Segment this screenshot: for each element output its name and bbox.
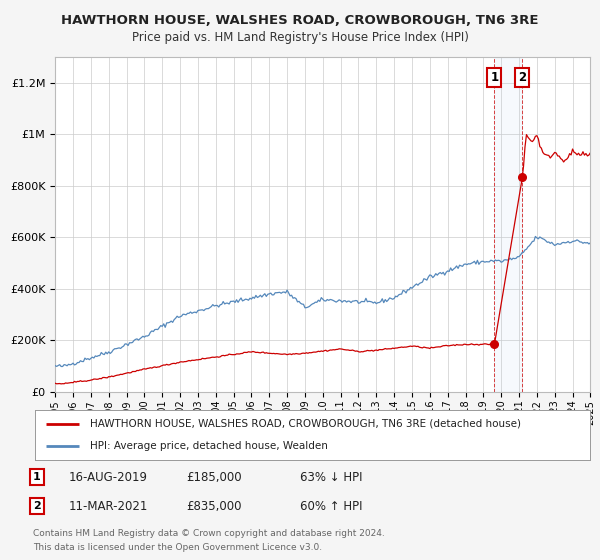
Text: £185,000: £185,000 [186, 470, 242, 484]
Text: 2: 2 [33, 501, 41, 511]
Text: 60% ↑ HPI: 60% ↑ HPI [300, 500, 362, 513]
Text: 16-AUG-2019: 16-AUG-2019 [69, 470, 148, 484]
Text: HAWTHORN HOUSE, WALSHES ROAD, CROWBOROUGH, TN6 3RE: HAWTHORN HOUSE, WALSHES ROAD, CROWBOROUG… [61, 14, 539, 27]
Text: 63% ↓ HPI: 63% ↓ HPI [300, 470, 362, 484]
Text: HAWTHORN HOUSE, WALSHES ROAD, CROWBOROUGH, TN6 3RE (detached house): HAWTHORN HOUSE, WALSHES ROAD, CROWBOROUG… [91, 419, 521, 429]
Text: 1: 1 [33, 472, 41, 482]
Text: Price paid vs. HM Land Registry's House Price Index (HPI): Price paid vs. HM Land Registry's House … [131, 31, 469, 44]
Text: 2: 2 [518, 71, 526, 84]
Text: HPI: Average price, detached house, Wealden: HPI: Average price, detached house, Weal… [91, 441, 328, 451]
Text: This data is licensed under the Open Government Licence v3.0.: This data is licensed under the Open Gov… [33, 543, 322, 552]
Bar [494, 57, 523, 392]
Text: 1: 1 [490, 71, 499, 84]
Text: Contains HM Land Registry data © Crown copyright and database right 2024.: Contains HM Land Registry data © Crown c… [33, 530, 385, 539]
Text: £835,000: £835,000 [186, 500, 241, 513]
Text: 11-MAR-2021: 11-MAR-2021 [69, 500, 148, 513]
